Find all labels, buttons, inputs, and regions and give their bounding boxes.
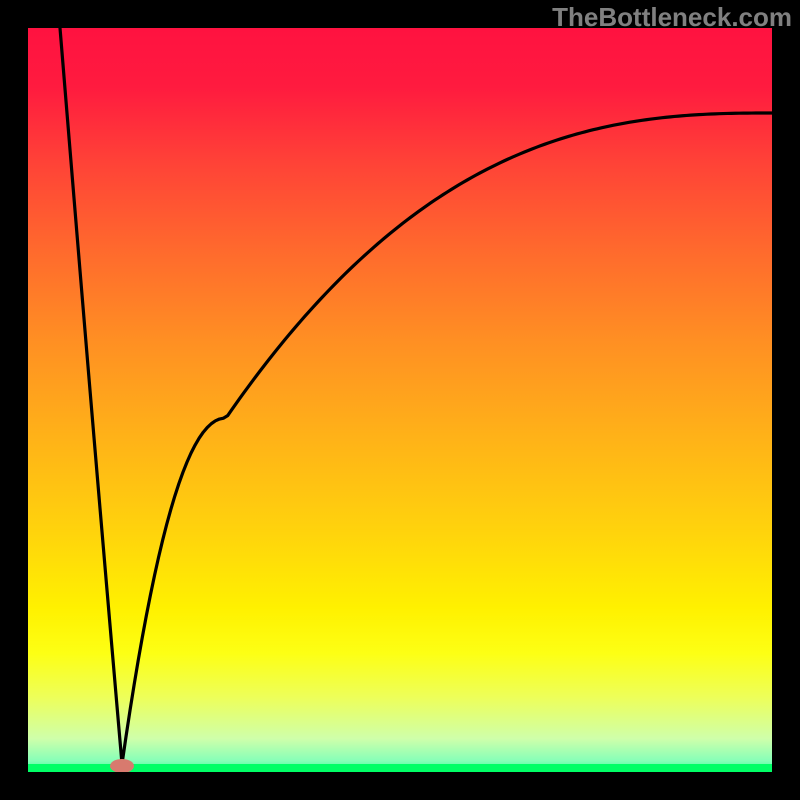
chart-svg — [0, 0, 800, 800]
chart-container: TheBottleneck.com — [0, 0, 800, 800]
watermark-text: TheBottleneck.com — [552, 2, 792, 33]
apex-marker — [110, 759, 134, 773]
bottom-green-band — [28, 764, 772, 772]
